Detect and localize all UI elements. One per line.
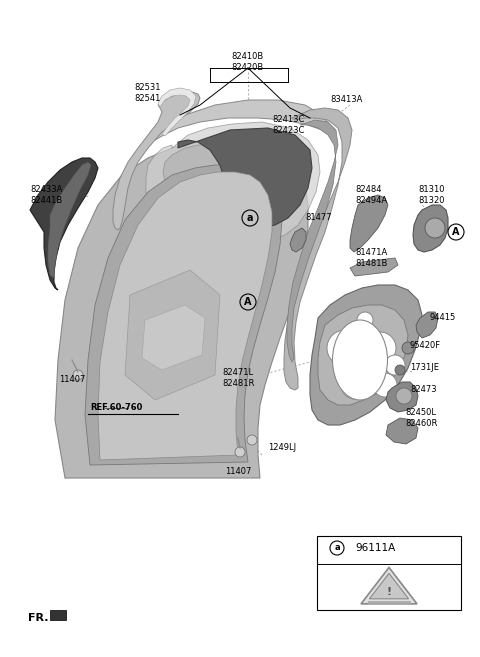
Polygon shape bbox=[50, 610, 66, 620]
Polygon shape bbox=[125, 270, 220, 400]
Polygon shape bbox=[350, 195, 388, 252]
Circle shape bbox=[395, 365, 405, 375]
Polygon shape bbox=[55, 140, 308, 478]
Circle shape bbox=[235, 447, 245, 457]
Polygon shape bbox=[386, 382, 418, 412]
Text: 96111A: 96111A bbox=[355, 543, 395, 553]
Text: 82484
82494A: 82484 82494A bbox=[355, 185, 387, 205]
Circle shape bbox=[73, 370, 83, 380]
Circle shape bbox=[247, 435, 257, 445]
Polygon shape bbox=[113, 92, 200, 230]
Text: 11407: 11407 bbox=[225, 468, 251, 476]
Circle shape bbox=[385, 355, 405, 375]
Polygon shape bbox=[142, 305, 205, 370]
Polygon shape bbox=[318, 305, 408, 405]
Text: 83413A: 83413A bbox=[330, 95, 362, 104]
Text: 94415: 94415 bbox=[430, 313, 456, 323]
Text: 82450L
82460R: 82450L 82460R bbox=[405, 408, 437, 428]
Polygon shape bbox=[310, 285, 422, 425]
Polygon shape bbox=[287, 120, 338, 362]
Circle shape bbox=[327, 330, 363, 366]
Circle shape bbox=[402, 342, 414, 354]
Polygon shape bbox=[413, 205, 448, 252]
Text: 82433A
82441B: 82433A 82441B bbox=[30, 185, 62, 205]
Polygon shape bbox=[386, 418, 418, 444]
Text: a: a bbox=[247, 213, 253, 223]
Text: a: a bbox=[334, 543, 340, 553]
Polygon shape bbox=[146, 122, 320, 242]
Bar bbox=[317, 536, 461, 610]
Circle shape bbox=[357, 312, 373, 328]
Text: 95420F: 95420F bbox=[410, 340, 441, 350]
Circle shape bbox=[396, 388, 412, 404]
Text: 82471L
82481R: 82471L 82481R bbox=[222, 369, 254, 388]
Polygon shape bbox=[48, 162, 91, 278]
Text: 82413C
82423C: 82413C 82423C bbox=[272, 115, 304, 135]
Polygon shape bbox=[152, 100, 330, 140]
Text: A: A bbox=[452, 227, 460, 237]
Polygon shape bbox=[284, 108, 352, 390]
Ellipse shape bbox=[333, 320, 387, 400]
Polygon shape bbox=[158, 88, 196, 136]
Text: A: A bbox=[244, 297, 252, 307]
Circle shape bbox=[364, 332, 396, 364]
Polygon shape bbox=[85, 165, 282, 465]
Polygon shape bbox=[416, 312, 438, 338]
Text: 81477: 81477 bbox=[305, 214, 332, 223]
Text: 82410B
82420B: 82410B 82420B bbox=[232, 53, 264, 72]
Text: 1731JE: 1731JE bbox=[410, 363, 439, 373]
Polygon shape bbox=[98, 172, 272, 460]
Polygon shape bbox=[350, 258, 398, 276]
Text: 82531
82541: 82531 82541 bbox=[135, 83, 161, 102]
Polygon shape bbox=[370, 574, 408, 599]
Text: !: ! bbox=[386, 587, 392, 597]
Circle shape bbox=[425, 218, 445, 238]
Text: FR.: FR. bbox=[28, 613, 48, 623]
Text: 81471A
81481B: 81471A 81481B bbox=[355, 248, 387, 267]
Text: 82473: 82473 bbox=[410, 386, 437, 394]
Text: 1249LJ: 1249LJ bbox=[268, 443, 296, 453]
Polygon shape bbox=[30, 158, 98, 290]
Text: REF.60-760: REF.60-760 bbox=[90, 403, 143, 413]
Polygon shape bbox=[361, 568, 417, 604]
Text: 11407: 11407 bbox=[59, 376, 85, 384]
Text: 81310
81320: 81310 81320 bbox=[418, 185, 444, 205]
Circle shape bbox=[373, 373, 397, 397]
Polygon shape bbox=[290, 228, 306, 252]
Circle shape bbox=[341, 371, 369, 399]
Polygon shape bbox=[178, 128, 312, 228]
